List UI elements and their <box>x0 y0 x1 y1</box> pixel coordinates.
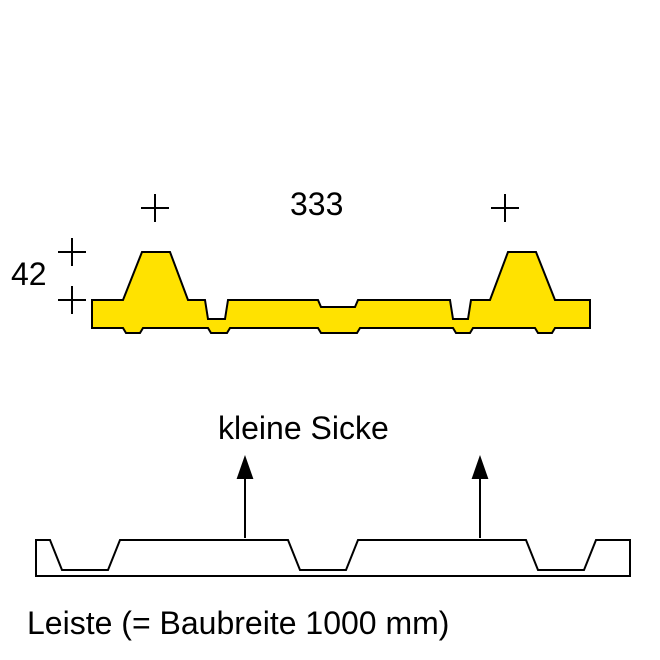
height-tick-top <box>58 238 86 266</box>
caption-label: Leiste (= Baubreite 1000 mm) <box>27 605 449 642</box>
width-dimension-label: 333 <box>290 186 343 223</box>
width-tick-left <box>141 194 169 222</box>
sicke-label: kleine Sicke <box>218 410 389 447</box>
width-tick-right <box>491 194 519 222</box>
height-dimension-label: 42 <box>11 256 47 293</box>
top-profile-shape <box>92 252 590 333</box>
arrow-left <box>238 458 252 538</box>
arrow-right <box>473 458 487 538</box>
diagram-svg <box>0 0 660 660</box>
height-tick-bottom <box>58 286 86 314</box>
bottom-outline-shape <box>36 540 630 576</box>
